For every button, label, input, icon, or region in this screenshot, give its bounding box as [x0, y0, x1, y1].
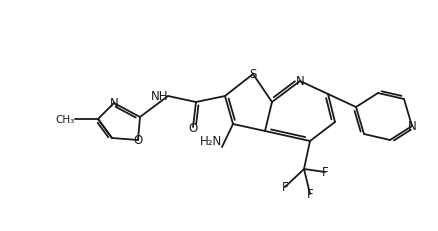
- Text: N: N: [110, 97, 118, 110]
- Text: S: S: [249, 68, 256, 81]
- Text: O: O: [133, 134, 142, 147]
- Text: H₂N: H₂N: [199, 134, 222, 147]
- Text: F: F: [281, 181, 288, 194]
- Text: N: N: [295, 75, 304, 88]
- Text: F: F: [306, 188, 313, 201]
- Text: CH₃: CH₃: [56, 115, 75, 125]
- Text: NH: NH: [150, 90, 168, 103]
- Text: O: O: [188, 121, 197, 134]
- Text: F: F: [321, 166, 328, 179]
- Text: N: N: [407, 120, 415, 133]
